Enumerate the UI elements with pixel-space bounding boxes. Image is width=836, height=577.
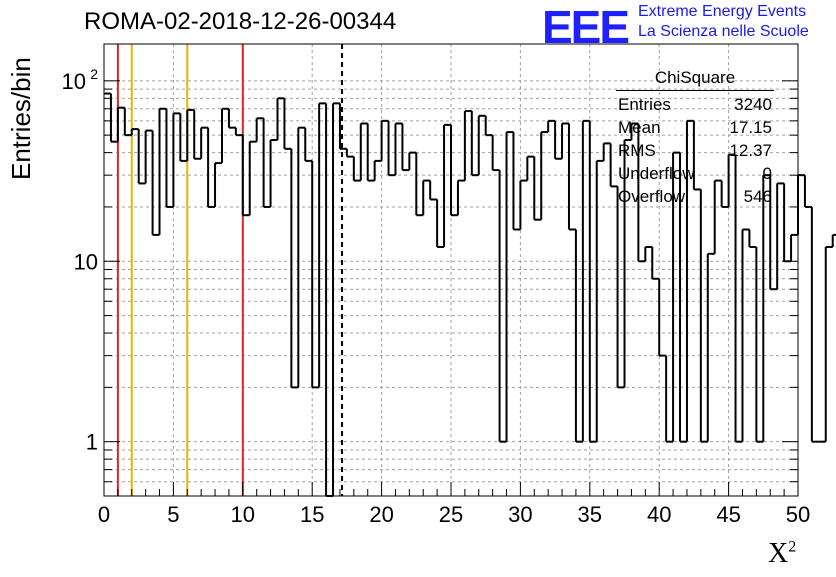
x-tick-label: 30 (508, 502, 532, 527)
stats-label: Overflow (618, 187, 686, 206)
stats-row-mean: Mean 17.15 (612, 118, 778, 141)
stats-value: 3240 (734, 95, 772, 114)
stats-row-entries: Entries 3240 (612, 95, 778, 118)
stats-row-rms: RMS 12.37 (612, 141, 778, 164)
stats-row-underflow: Underflow 0 (612, 164, 778, 187)
logo-caption: Extreme Energy Events La Scienza nelle S… (638, 2, 809, 42)
stats-label: Mean (618, 118, 661, 137)
x-axis-label-base: X (768, 538, 789, 569)
x-tick-label: 25 (439, 502, 463, 527)
stats-value: 17.15 (729, 118, 772, 137)
y-tick-label: 10 (74, 249, 98, 274)
x-tick-label: 20 (369, 502, 393, 527)
run-title: ROMA-02-2018-12-26-00344 (84, 8, 397, 35)
stats-label: Underflow (618, 164, 695, 183)
stats-value: 12.37 (729, 141, 772, 160)
eee-logo: EEE (542, 1, 630, 53)
stats-box-title: ChiSquare (616, 68, 774, 91)
x-axis-label-superscript: 2 (788, 538, 797, 556)
y-tick-label: 1 (86, 430, 98, 455)
x-tick-label: 0 (98, 502, 110, 527)
logo-line-1: Extreme Energy Events (638, 3, 807, 20)
logo-line-2: La Scienza nelle Scuole (638, 23, 809, 40)
y-axis-label: Entries/bin (6, 57, 36, 180)
y-tick-exponent: 2 (90, 66, 98, 82)
stats-row-overflow: Overflow 546 (612, 187, 778, 210)
stats-value: 546 (743, 187, 772, 206)
x-axis-label: X2 (768, 538, 796, 570)
x-tick-label: 5 (167, 502, 179, 527)
x-tick-label: 45 (716, 502, 740, 527)
stats-value: 0 (762, 164, 772, 183)
x-tick-label: 10 (231, 502, 255, 527)
x-tick-label: 50 (786, 502, 810, 527)
x-tick-label: 35 (578, 502, 602, 527)
stats-label: RMS (618, 141, 656, 160)
y-tick-label: 10 (62, 69, 86, 94)
stats-rows: Entries 3240 Mean 17.15 RMS 12.37 Underflow 0 Ov… (612, 95, 778, 210)
stats-label: Entries (618, 95, 671, 114)
x-tick-label: 15 (300, 502, 324, 527)
stats-box: ChiSquare Entries 3240 Mean 17.15 RMS 12.37 Un… (612, 68, 778, 210)
x-tick-label: 40 (647, 502, 671, 527)
